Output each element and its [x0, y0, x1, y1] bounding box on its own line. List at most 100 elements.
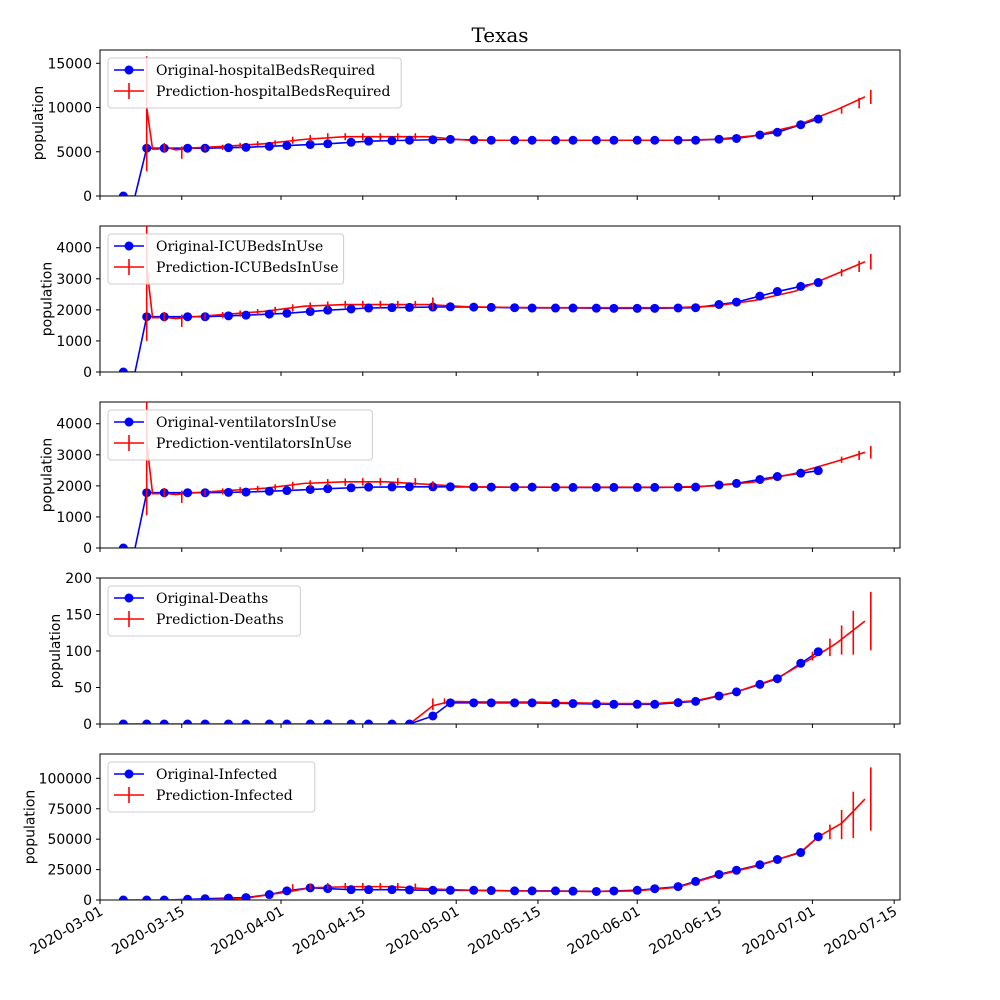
- data-point-original: [527, 482, 537, 492]
- legend-label-prediction: Prediction-ventilatorsInUse: [156, 436, 352, 452]
- data-point-original: [813, 832, 823, 842]
- data-point-original: [486, 135, 496, 145]
- y-tick-label: 4000: [56, 417, 92, 433]
- data-point-original: [510, 135, 520, 145]
- data-point-original: [118, 367, 128, 372]
- data-point-original: [632, 135, 642, 145]
- data-point-original: [755, 679, 765, 689]
- data-point-original: [609, 135, 619, 145]
- data-point-original: [282, 486, 292, 496]
- data-point-original: [387, 719, 397, 724]
- data-point-original: [445, 698, 455, 708]
- data-point-original: [264, 309, 274, 319]
- data-point-original: [346, 483, 356, 493]
- data-point-original: [159, 719, 169, 724]
- data-point-original: [264, 890, 274, 900]
- data-point-original: [691, 303, 701, 313]
- data-point-original: [796, 281, 806, 291]
- data-point-original: [183, 312, 193, 322]
- data-point-original: [673, 698, 683, 708]
- x-axis-tick-labels: 2020-03-01 2020-03-15 2020-04-01 2020-04-15…: [28, 904, 901, 959]
- data-point-original: [223, 893, 233, 900]
- data-point-original: [469, 482, 479, 492]
- legend-marker-original: [124, 593, 134, 603]
- data-point-original: [282, 719, 292, 724]
- data-point-original: [609, 303, 619, 313]
- x-tick-label: 2020-04-15: [290, 904, 368, 959]
- data-point-original: [591, 699, 601, 709]
- data-point-original: [118, 191, 128, 196]
- legend-marker-original: [124, 241, 134, 251]
- data-point-original: [241, 487, 251, 497]
- plot-area: [118, 767, 872, 900]
- legend-marker-original: [124, 769, 134, 779]
- data-point-original: [387, 885, 397, 895]
- data-point-original: [404, 135, 414, 145]
- legend-label-prediction: Prediction-Deaths: [156, 612, 284, 628]
- data-point-original: [527, 698, 537, 708]
- data-point-original: [813, 278, 823, 288]
- y-tick-label: 1000: [56, 510, 92, 526]
- legend: Original-Deaths Prediction-Deaths: [107, 585, 301, 637]
- data-point-original: [568, 482, 578, 492]
- data-point-original: [118, 719, 128, 724]
- data-point-original: [714, 869, 724, 879]
- data-point-original: [813, 647, 823, 657]
- data-point-original: [305, 719, 315, 724]
- data-point-original: [673, 482, 683, 492]
- data-point-original: [142, 719, 152, 724]
- data-point-original: [387, 136, 397, 146]
- legend-box: [107, 409, 373, 461]
- data-point-original: [486, 698, 496, 708]
- data-point-original: [142, 895, 152, 900]
- x-tick-label: 2020-03-15: [109, 904, 187, 959]
- data-point-original: [731, 133, 741, 143]
- y-axis-label: population: [40, 438, 56, 513]
- y-tick-label: 0: [83, 365, 92, 381]
- data-point-original: [364, 303, 374, 313]
- data-point-original: [632, 482, 642, 492]
- data-point-original: [305, 140, 315, 150]
- legend-box: [107, 57, 402, 109]
- plot-area: [118, 226, 872, 372]
- data-point-original: [305, 484, 315, 494]
- data-point-original: [241, 310, 251, 320]
- data-point-original: [183, 719, 193, 724]
- data-point-original: [282, 886, 292, 896]
- data-point-original: [264, 486, 274, 496]
- data-point-original: [223, 143, 233, 153]
- data-point-original: [282, 141, 292, 151]
- data-point-original: [223, 311, 233, 321]
- y-tick-label: 150: [65, 608, 92, 624]
- data-point-original: [796, 468, 806, 478]
- data-point-original: [510, 482, 520, 492]
- data-point-original: [241, 719, 251, 724]
- data-point-original: [691, 482, 701, 492]
- x-tick-label: 2020-06-01: [565, 904, 643, 959]
- data-point-original: [772, 674, 782, 684]
- data-point-original: [731, 297, 741, 307]
- data-point-original: [445, 482, 455, 492]
- legend-label-original: Original-ventilatorsInUse: [156, 415, 337, 431]
- x-tick-label: 2020-04-01: [209, 904, 287, 959]
- data-point-original: [609, 699, 619, 709]
- data-point-original: [691, 876, 701, 886]
- data-point-original: [305, 307, 315, 317]
- data-point-original: [346, 137, 356, 147]
- x-tick-label: 2020-05-01: [384, 904, 462, 959]
- legend-label-original: Original-Deaths: [156, 591, 268, 607]
- data-point-original: [731, 478, 741, 488]
- data-point-original: [445, 302, 455, 312]
- y-tick-label: 25000: [47, 863, 92, 879]
- y-tick-label: 50: [74, 681, 92, 697]
- data-point-original: [796, 848, 806, 858]
- y-axis-label: population: [31, 86, 47, 161]
- y-tick-label: 100000: [39, 771, 92, 787]
- data-point-original: [183, 894, 193, 900]
- data-point-original: [118, 543, 128, 548]
- data-point-original: [183, 488, 193, 498]
- y-tick-label: 0: [83, 717, 92, 733]
